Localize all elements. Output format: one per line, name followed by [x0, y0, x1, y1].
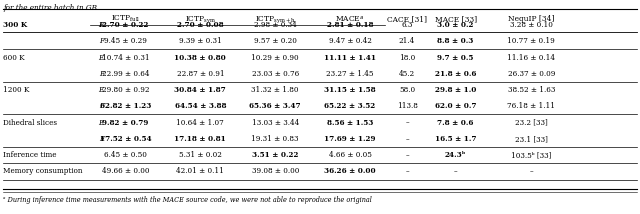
Text: 26.37 ± 0.09: 26.37 ± 0.09	[508, 70, 555, 78]
Text: 2.70 ± 0.08: 2.70 ± 0.08	[177, 21, 223, 29]
Text: Inference time: Inference time	[3, 151, 57, 159]
Text: for the entire batch in GB.: for the entire batch in GB.	[3, 4, 99, 12]
Text: 21.4: 21.4	[399, 37, 415, 45]
Text: ICTP$_\mathregular{sym}$: ICTP$_\mathregular{sym}$	[185, 14, 216, 25]
Text: 9.82 ± 0.79: 9.82 ± 0.79	[102, 119, 148, 127]
Text: 9.47 ± 0.42: 9.47 ± 0.42	[329, 37, 371, 45]
Text: F: F	[99, 70, 104, 78]
Text: –: –	[454, 167, 458, 175]
Text: Dihedral slices: Dihedral slices	[3, 119, 57, 127]
Text: 3.0 ± 0.2: 3.0 ± 0.2	[437, 21, 474, 29]
Text: 3.51 ± 0.22: 3.51 ± 0.22	[252, 151, 298, 159]
Text: 36.26 ± 0.00: 36.26 ± 0.00	[324, 167, 376, 175]
Text: 10.29 ± 0.90: 10.29 ± 0.90	[252, 54, 299, 62]
Text: 17.69 ± 1.29: 17.69 ± 1.29	[324, 135, 376, 143]
Text: F: F	[99, 135, 104, 143]
Text: 23.27 ± 1.45: 23.27 ± 1.45	[326, 70, 374, 78]
Text: –: –	[405, 151, 409, 159]
Text: F: F	[99, 102, 104, 110]
Text: –: –	[529, 167, 533, 175]
Text: 10.74 ± 0.31: 10.74 ± 0.31	[102, 54, 149, 62]
Text: 58.0: 58.0	[399, 86, 415, 94]
Text: 21.8 ± 0.6: 21.8 ± 0.6	[435, 70, 476, 78]
Text: 10.64 ± 1.07: 10.64 ± 1.07	[177, 119, 224, 127]
Text: 8.56 ± 1.53: 8.56 ± 1.53	[327, 119, 373, 127]
Text: 29.8 ± 1.0: 29.8 ± 1.0	[435, 86, 476, 94]
Text: 11.16 ± 0.14: 11.16 ± 0.14	[507, 54, 555, 62]
Text: 76.18 ± 1.11: 76.18 ± 1.11	[507, 102, 555, 110]
Text: 65.22 ± 3.52: 65.22 ± 3.52	[324, 102, 376, 110]
Text: 1200 K: 1200 K	[3, 86, 29, 94]
Text: 17.52 ± 0.54: 17.52 ± 0.54	[100, 135, 151, 143]
Text: 24.3ᵇ: 24.3ᵇ	[445, 151, 467, 159]
Text: 2.70 ± 0.22: 2.70 ± 0.22	[102, 21, 148, 29]
Text: 42.01 ± 0.11: 42.01 ± 0.11	[177, 167, 224, 175]
Text: 5.31 ± 0.02: 5.31 ± 0.02	[179, 151, 221, 159]
Text: 38.52 ± 1.63: 38.52 ± 1.63	[508, 86, 555, 94]
Text: 49.66 ± 0.00: 49.66 ± 0.00	[102, 167, 149, 175]
Text: 30.84 ± 1.87: 30.84 ± 1.87	[175, 86, 226, 94]
Text: 7.8 ± 0.6: 7.8 ± 0.6	[438, 119, 474, 127]
Text: 9.39 ± 0.31: 9.39 ± 0.31	[179, 37, 221, 45]
Text: 64.54 ± 3.88: 64.54 ± 3.88	[175, 102, 226, 110]
Text: –: –	[405, 135, 409, 143]
Text: 62.0 ± 0.7: 62.0 ± 0.7	[435, 102, 476, 110]
Text: 17.18 ± 0.81: 17.18 ± 0.81	[175, 135, 226, 143]
Text: 600 K: 600 K	[3, 54, 25, 62]
Text: 4.66 ± 0.05: 4.66 ± 0.05	[329, 151, 371, 159]
Text: E: E	[99, 119, 104, 127]
Text: 11.11 ± 1.41: 11.11 ± 1.41	[324, 54, 376, 62]
Text: F: F	[99, 37, 104, 45]
Text: –: –	[405, 167, 409, 175]
Text: ᵃ During inference time measurements with the MACE source code, we were not able: ᵃ During inference time measurements wit…	[3, 196, 372, 204]
Text: NequIP [34]: NequIP [34]	[508, 15, 554, 23]
Text: MACE [33]: MACE [33]	[435, 15, 477, 23]
Text: 29.80 ± 0.92: 29.80 ± 0.92	[102, 86, 149, 94]
Text: 2.81 ± 0.18: 2.81 ± 0.18	[327, 21, 373, 29]
Text: 6.3: 6.3	[401, 21, 413, 29]
Text: 65.36 ± 3.47: 65.36 ± 3.47	[250, 102, 301, 110]
Text: –: –	[405, 119, 409, 127]
Text: 23.03 ± 0.76: 23.03 ± 0.76	[252, 70, 299, 78]
Text: 6.45 ± 0.50: 6.45 ± 0.50	[104, 151, 147, 159]
Text: ICTP$_\mathregular{full}$: ICTP$_\mathregular{full}$	[111, 14, 140, 24]
Text: MACE$^a$: MACE$^a$	[335, 14, 365, 24]
Text: 23.1 [33]: 23.1 [33]	[515, 135, 548, 143]
Text: 10.77 ± 0.19: 10.77 ± 0.19	[508, 37, 555, 45]
Text: E: E	[99, 86, 104, 94]
Text: 8.8 ± 0.3: 8.8 ± 0.3	[438, 37, 474, 45]
Text: 10.38 ± 0.80: 10.38 ± 0.80	[175, 54, 226, 62]
Text: 19.31 ± 0.83: 19.31 ± 0.83	[252, 135, 299, 143]
Text: 23.2 [33]: 23.2 [33]	[515, 119, 548, 127]
Text: 113.8: 113.8	[397, 102, 417, 110]
Text: 31.15 ± 1.58: 31.15 ± 1.58	[324, 86, 376, 94]
Text: Memory consumption: Memory consumption	[3, 167, 83, 175]
Text: 22.87 ± 0.91: 22.87 ± 0.91	[177, 70, 224, 78]
Text: 31.32 ± 1.80: 31.32 ± 1.80	[252, 86, 299, 94]
Text: 62.82 ± 1.23: 62.82 ± 1.23	[100, 102, 151, 110]
Text: 3.28 ± 0.10: 3.28 ± 0.10	[510, 21, 552, 29]
Text: 45.2: 45.2	[399, 70, 415, 78]
Text: 9.57 ± 0.20: 9.57 ± 0.20	[254, 37, 296, 45]
Text: 9.45 ± 0.29: 9.45 ± 0.29	[104, 37, 147, 45]
Text: 39.08 ± 0.00: 39.08 ± 0.00	[252, 167, 299, 175]
Text: 18.0: 18.0	[399, 54, 415, 62]
Text: 13.03 ± 3.44: 13.03 ± 3.44	[252, 119, 299, 127]
Text: 300 K: 300 K	[3, 21, 28, 29]
Text: ICTP$_\mathregular{sym+h}$: ICTP$_\mathregular{sym+h}$	[255, 14, 296, 25]
Text: 16.5 ± 1.7: 16.5 ± 1.7	[435, 135, 476, 143]
Text: 2.98 ± 0.34: 2.98 ± 0.34	[254, 21, 296, 29]
Text: E: E	[99, 54, 104, 62]
Text: E: E	[99, 21, 104, 29]
Text: CACE [31]: CACE [31]	[387, 15, 427, 23]
Text: 9.7 ± 0.5: 9.7 ± 0.5	[438, 54, 474, 62]
Text: 103.5ᵇ [33]: 103.5ᵇ [33]	[511, 151, 552, 159]
Text: 22.99 ± 0.64: 22.99 ± 0.64	[102, 70, 149, 78]
